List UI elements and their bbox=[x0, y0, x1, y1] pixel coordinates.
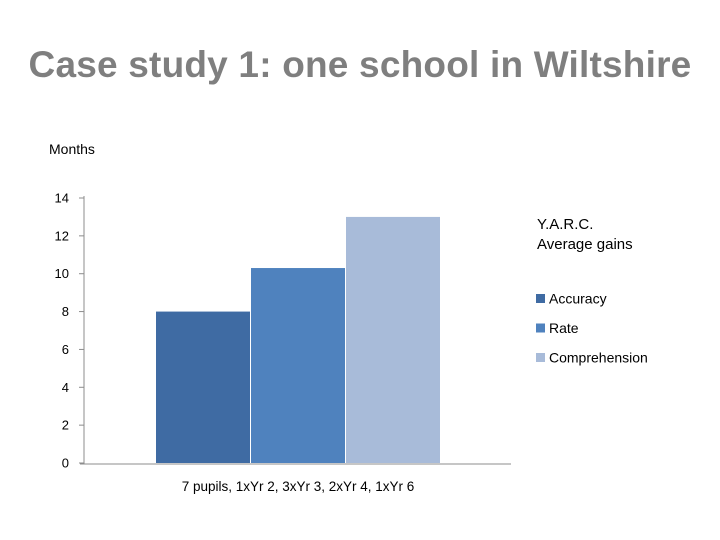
legend-label-accuracy: Accuracy bbox=[549, 291, 607, 307]
legend-label-rate: Rate bbox=[549, 320, 579, 336]
y-tick-label: 8 bbox=[62, 304, 69, 319]
category-label: 7 pupils, 1xYr 2, 3xYr 3, 2xYr 4, 1xYr 6 bbox=[182, 479, 415, 494]
y-ticks: 0 2 4 6 8 10 12 14 bbox=[55, 191, 84, 471]
legend: Y.A.R.C. Average gains Accuracy Rate Compreh… bbox=[536, 216, 648, 366]
legend-title-line: Average gains bbox=[537, 236, 633, 253]
legend-label-comprehension: Comprehension bbox=[549, 350, 648, 366]
y-tick-label: 10 bbox=[55, 266, 69, 281]
slide-title: Case study 1: one school in Wiltshire bbox=[28, 44, 692, 85]
bars bbox=[156, 216, 440, 463]
legend-title-line: Y.A.R.C. bbox=[537, 216, 593, 233]
units-label: Months bbox=[49, 141, 95, 157]
y-tick-label: 14 bbox=[55, 191, 69, 206]
legend-swatch-comprehension bbox=[536, 353, 545, 362]
legend-swatch-accuracy bbox=[536, 294, 545, 303]
category-labels: 7 pupils, 1xYr 2, 3xYr 3, 2xYr 4, 1xYr 6 bbox=[182, 479, 415, 494]
bar-comprehension bbox=[346, 216, 440, 463]
bar-rate bbox=[251, 268, 345, 463]
legend-swatch-rate bbox=[536, 323, 545, 333]
bar-accuracy bbox=[156, 311, 250, 463]
y-tick-label: 6 bbox=[62, 342, 69, 357]
y-tick-label: 12 bbox=[55, 228, 69, 243]
y-tick-label: 4 bbox=[62, 380, 69, 395]
y-tick-label: 2 bbox=[62, 418, 69, 433]
y-tick-label: 0 bbox=[62, 456, 69, 471]
